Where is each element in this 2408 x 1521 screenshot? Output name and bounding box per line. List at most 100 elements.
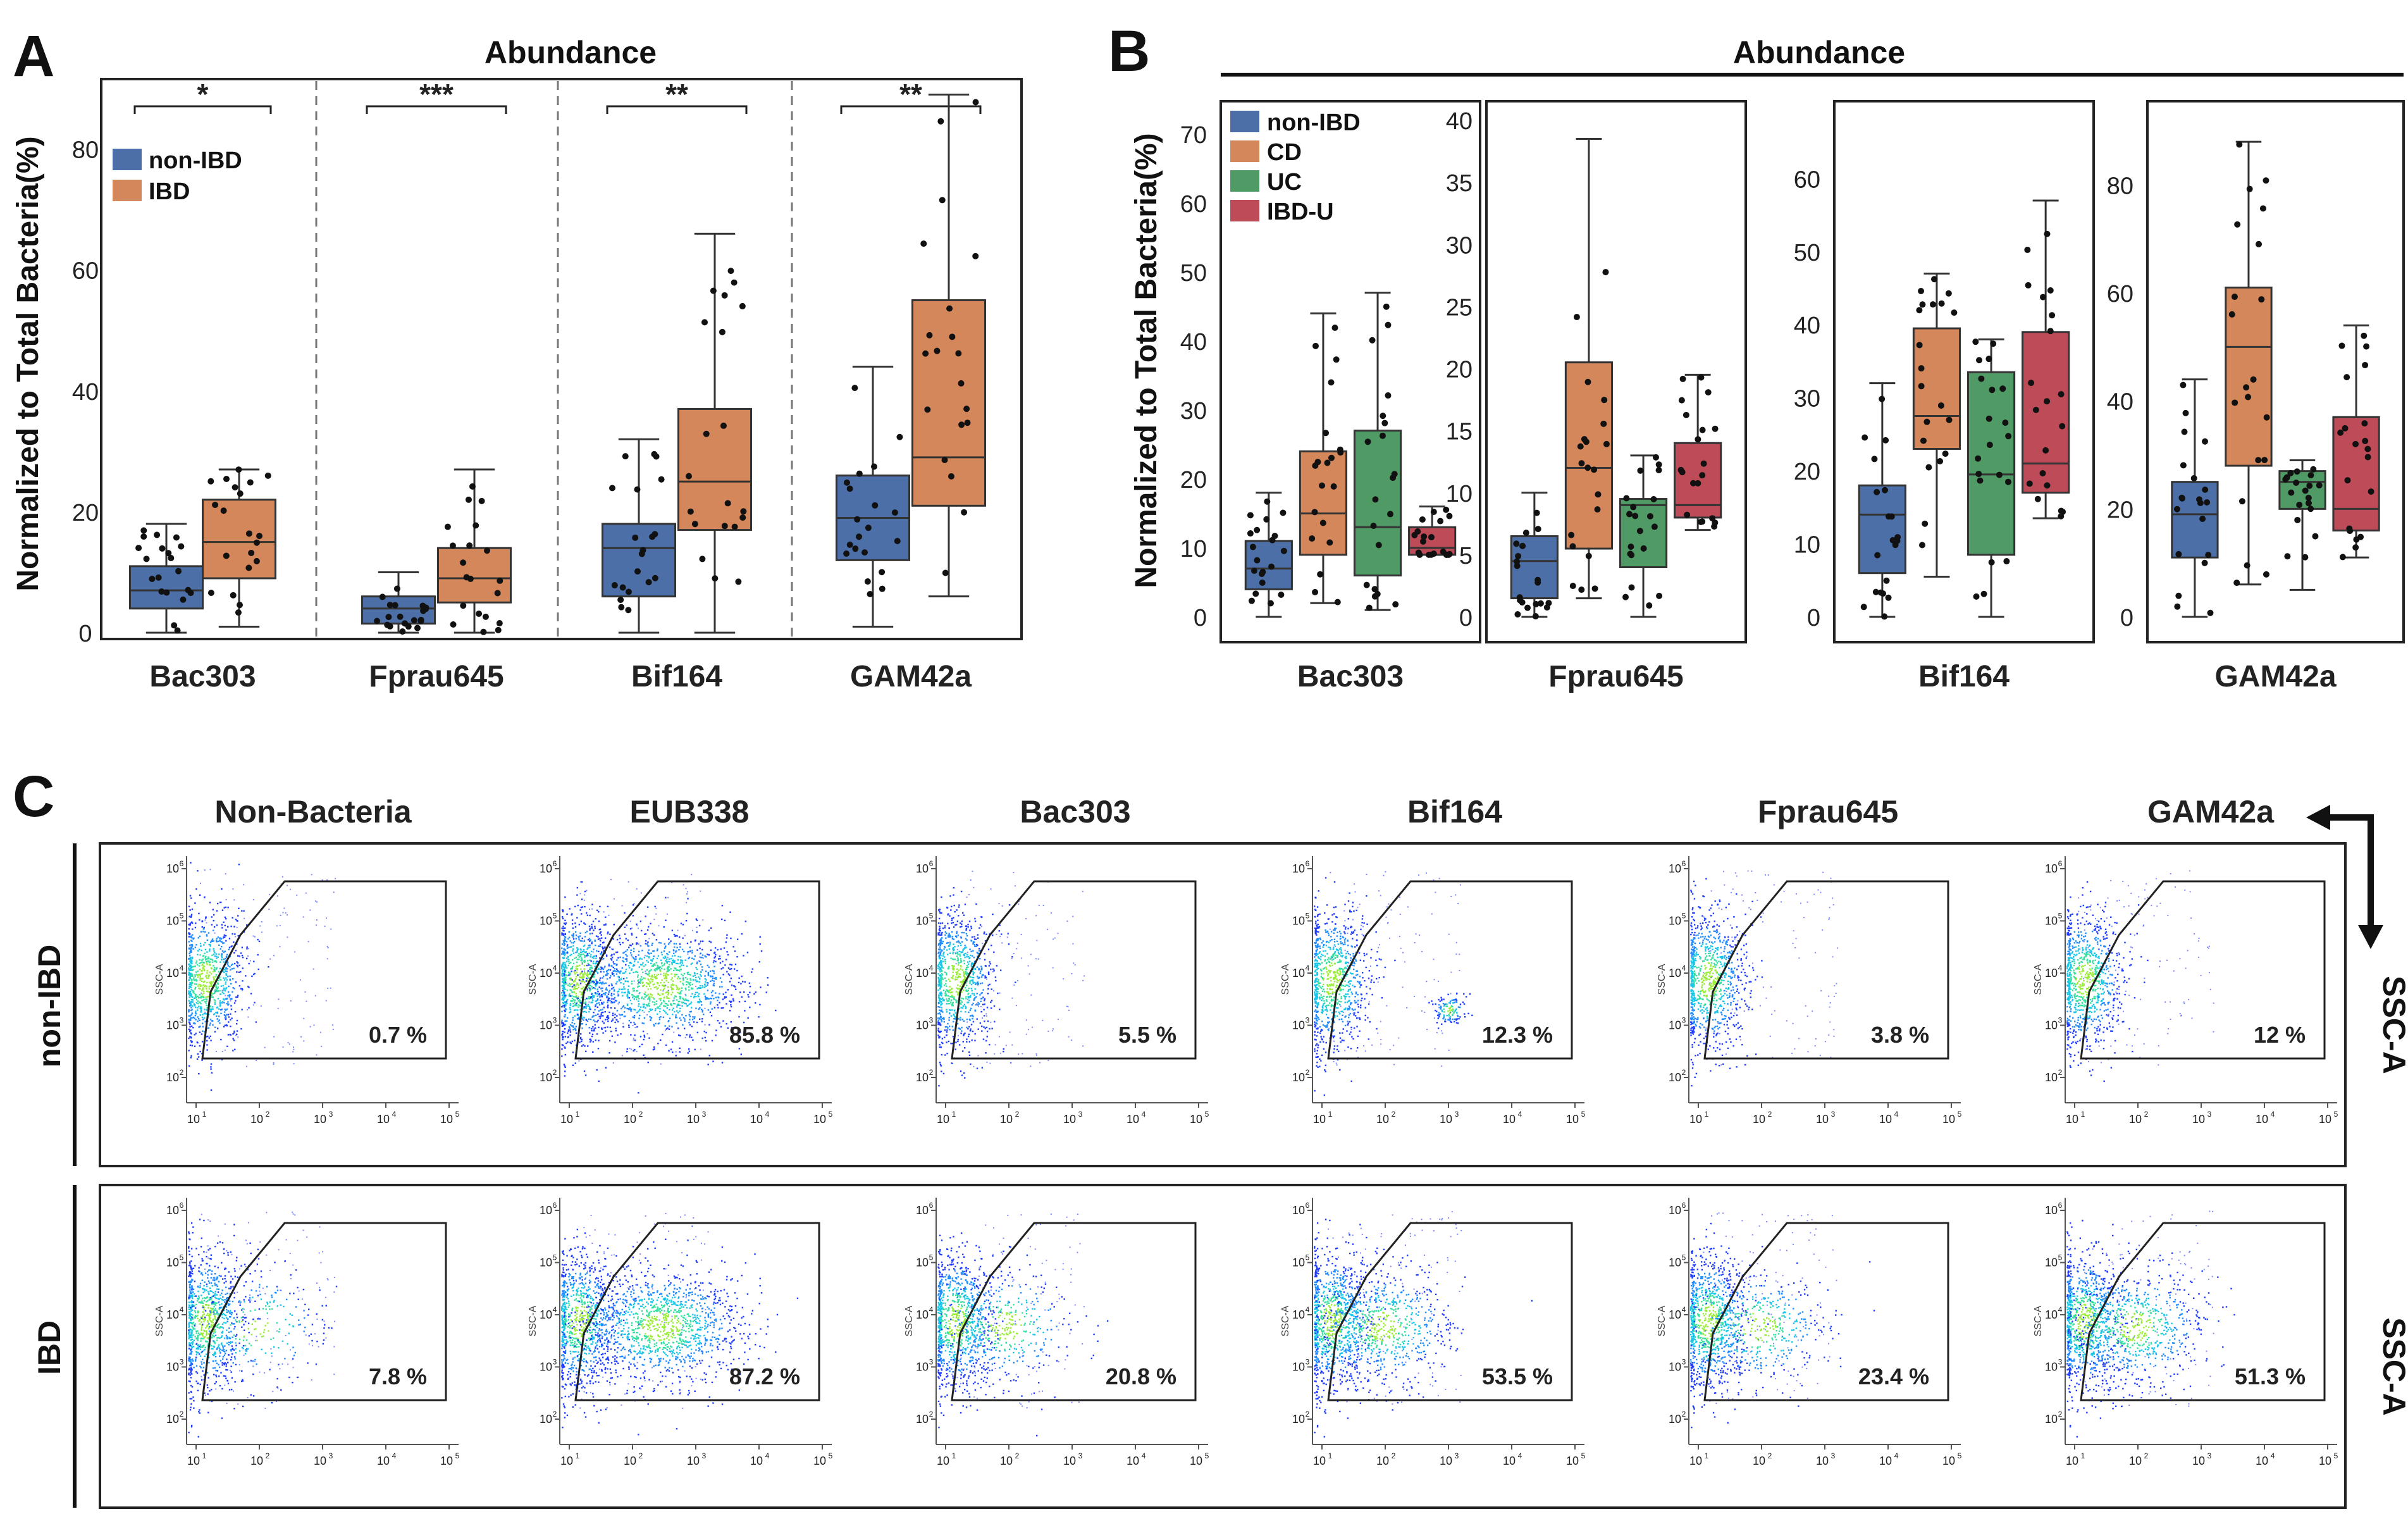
box-Fprau645-non-IBD bbox=[362, 572, 435, 635]
event-dot bbox=[211, 973, 212, 974]
event-dot bbox=[601, 938, 602, 939]
data-point bbox=[2258, 296, 2264, 302]
event-dot bbox=[234, 1049, 235, 1050]
event-dot bbox=[238, 972, 240, 973]
event-dot bbox=[300, 1036, 302, 1038]
event-dot bbox=[190, 989, 192, 990]
data-point bbox=[235, 466, 242, 473]
ytick-label: 30 bbox=[1446, 232, 1473, 259]
event-dot bbox=[253, 899, 254, 900]
event-dot bbox=[203, 944, 204, 945]
event-dot bbox=[564, 986, 565, 988]
event-dot bbox=[308, 941, 309, 942]
event-dot bbox=[569, 962, 570, 964]
event-dot bbox=[204, 896, 206, 897]
event-dot bbox=[197, 1007, 198, 1009]
event-dot bbox=[569, 985, 571, 986]
event-dot bbox=[561, 1019, 562, 1021]
significance-stars: *** bbox=[419, 78, 454, 111]
event-dot bbox=[239, 985, 240, 986]
data-point bbox=[165, 550, 171, 556]
xtick-label-Bac303: Bac303 bbox=[1297, 660, 1404, 693]
event-dot bbox=[207, 996, 208, 997]
event-dot bbox=[223, 921, 224, 922]
data-point bbox=[460, 559, 466, 566]
event-dot bbox=[610, 1027, 611, 1028]
event-dot bbox=[626, 1051, 627, 1052]
box-GAM42a-IBD bbox=[913, 95, 985, 597]
event-dot bbox=[216, 924, 218, 926]
event-dot bbox=[195, 1012, 196, 1014]
data-point bbox=[2361, 333, 2367, 339]
event-dot bbox=[248, 963, 249, 964]
data-point bbox=[2294, 468, 2300, 475]
event-dot bbox=[195, 965, 196, 967]
panel-a-label: A bbox=[13, 24, 54, 89]
event-dot bbox=[205, 998, 206, 1000]
event-dot bbox=[296, 895, 297, 896]
event-dot bbox=[587, 915, 588, 916]
event-dot bbox=[576, 976, 577, 977]
data-point bbox=[625, 607, 631, 613]
data-point bbox=[617, 597, 624, 603]
data-point bbox=[180, 597, 186, 603]
data-point bbox=[2229, 311, 2235, 318]
significance-stars: * bbox=[197, 78, 209, 111]
event-dot bbox=[202, 926, 203, 928]
event-dot bbox=[216, 953, 217, 955]
data-point bbox=[1570, 583, 1576, 589]
data-point bbox=[701, 319, 708, 325]
data-point bbox=[653, 453, 660, 459]
event-dot bbox=[192, 1045, 193, 1046]
data-point bbox=[1578, 444, 1584, 450]
event-dot bbox=[221, 924, 223, 925]
event-dot bbox=[584, 891, 586, 892]
event-dot bbox=[190, 1032, 191, 1033]
data-point bbox=[411, 617, 417, 623]
event-dot bbox=[588, 1004, 589, 1005]
event-dot bbox=[199, 996, 201, 998]
event-dot bbox=[568, 965, 569, 966]
event-dot bbox=[588, 1011, 590, 1012]
event-dot bbox=[195, 944, 197, 945]
event-dot bbox=[280, 925, 281, 926]
event-dot bbox=[197, 1053, 199, 1055]
data-point bbox=[212, 502, 218, 508]
event-dot bbox=[583, 1044, 584, 1045]
event-dot bbox=[195, 987, 196, 988]
event-dot bbox=[574, 922, 576, 924]
data-point bbox=[2255, 457, 2261, 463]
data-point bbox=[2042, 447, 2049, 454]
event-dot bbox=[211, 967, 212, 969]
event-dot bbox=[223, 961, 224, 962]
event-dot bbox=[581, 913, 582, 914]
event-dot bbox=[590, 933, 591, 934]
event-dot bbox=[202, 993, 203, 995]
data-point bbox=[1601, 397, 1607, 403]
event-dot bbox=[576, 965, 577, 967]
event-dot bbox=[211, 983, 212, 984]
event-dot bbox=[216, 969, 217, 970]
panel-c-label: C bbox=[13, 764, 54, 829]
event-dot bbox=[214, 952, 215, 953]
y-tick-label: 10 bbox=[166, 967, 179, 979]
event-dot bbox=[201, 950, 202, 951]
box-Bif164-UC bbox=[1968, 338, 2014, 617]
event-dot bbox=[300, 979, 301, 981]
event-dot bbox=[596, 996, 598, 997]
event-dot bbox=[218, 945, 219, 946]
data-point bbox=[1534, 510, 1540, 516]
event-dot bbox=[195, 1007, 196, 1008]
data-point bbox=[861, 549, 868, 556]
event-dot bbox=[192, 982, 193, 983]
event-dot bbox=[625, 964, 626, 965]
data-point bbox=[2005, 433, 2011, 439]
event-dot bbox=[627, 1048, 628, 1050]
event-dot bbox=[600, 1015, 602, 1017]
event-dot bbox=[214, 993, 215, 994]
event-dot bbox=[225, 983, 226, 984]
data-point bbox=[1698, 375, 1704, 381]
data-point bbox=[2028, 380, 2034, 386]
event-dot bbox=[588, 963, 589, 964]
data-point bbox=[739, 514, 746, 521]
